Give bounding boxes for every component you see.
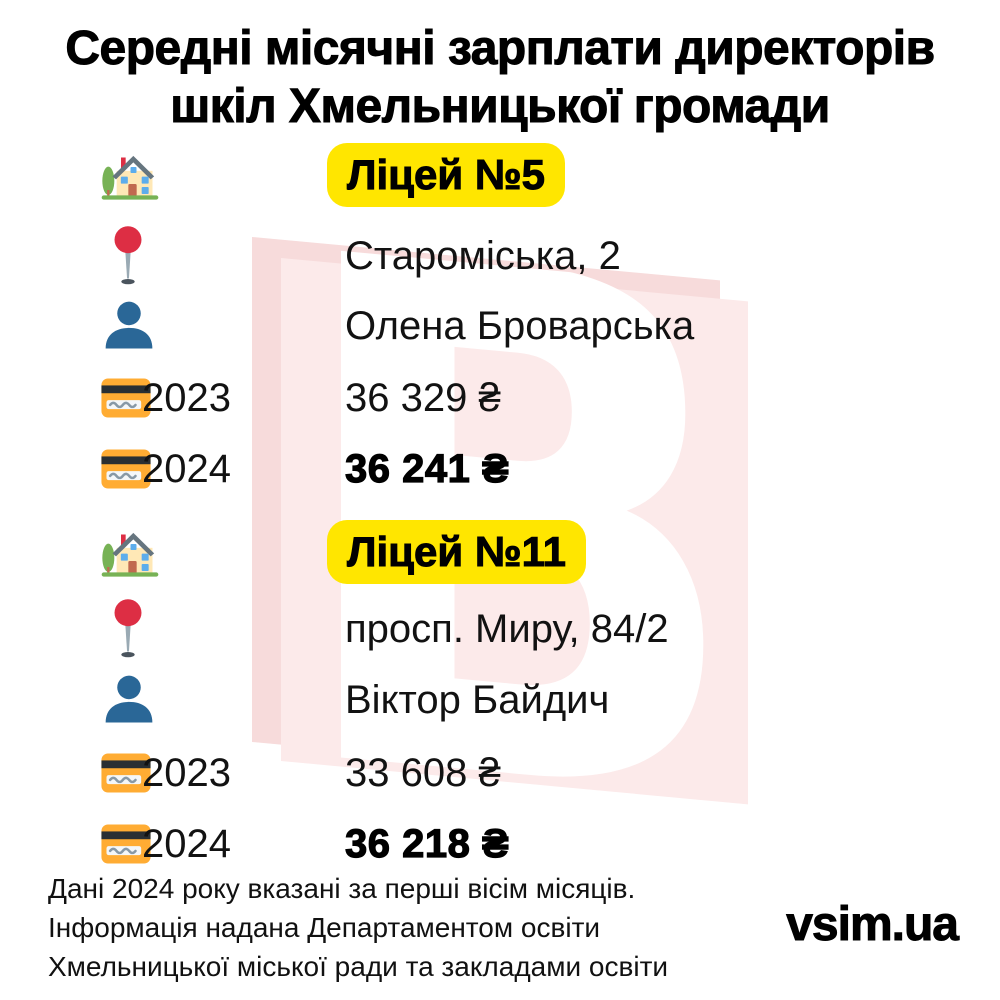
round-pushpin-icon xyxy=(100,597,160,661)
school2-address-row: просп. Миру, 84/2 xyxy=(100,597,669,661)
bust-icon xyxy=(100,294,160,358)
school2-salary-2024-year: 2024 xyxy=(142,821,231,866)
school1-name-badge: Ліцей №5 xyxy=(327,143,565,207)
footer-note-line2: Інформація надана Департаментом освіти xyxy=(48,912,601,943)
credit-card-icon xyxy=(100,812,160,876)
school2-salary-2023-amount: 33 608 ₴ xyxy=(345,750,501,795)
school2-director: Віктор Байдич xyxy=(345,677,610,722)
credit-card-icon xyxy=(100,437,160,501)
house-with-garden-icon xyxy=(100,520,160,584)
footer-note-line1: Дані 2024 року вказані за перші вісім мі… xyxy=(48,873,636,904)
school1-salary-2023-row: 2023 36 329 ₴ xyxy=(100,366,501,430)
page-title-line2: шкіл Хмельницької громади xyxy=(170,80,831,134)
school2-salary-2024-amount: 36 218 ₴ xyxy=(344,821,510,866)
bust-icon xyxy=(100,668,160,732)
school1-director-row: Олена Броварська xyxy=(100,294,694,358)
round-pushpin-icon xyxy=(100,224,160,288)
school1-salary-2024-row: 2024 36 241 ₴ xyxy=(100,437,509,501)
school2-salary-2023-row: 2023 33 608 ₴ xyxy=(100,741,501,805)
school1-salary-2023-year: 2023 xyxy=(142,375,231,420)
school2-salary-2023-year: 2023 xyxy=(142,750,231,795)
school2-salary-2024-row: 2024 36 218 ₴ xyxy=(100,812,509,876)
school2-address: просп. Миру, 84/2 xyxy=(345,606,669,651)
school1-salary-2024-amount: 36 241 ₴ xyxy=(344,446,510,491)
page-title-line1: Середні місячні зарплати директорів xyxy=(65,22,936,76)
footer-note: Дані 2024 року вказані за перші вісім мі… xyxy=(48,869,668,986)
school1-salary-2024-year: 2024 xyxy=(142,446,231,491)
page-title: Середні місячні зарплати директорів шкіл… xyxy=(0,20,1000,136)
school1-director: Олена Броварська xyxy=(345,303,695,348)
vsim-logo: vsim.ua xyxy=(786,898,960,952)
school2-name-badge: Ліцей №11 xyxy=(327,520,587,584)
school1-salary-2023-amount: 36 329 ₴ xyxy=(345,375,501,420)
credit-card-icon xyxy=(100,366,160,430)
credit-card-icon xyxy=(100,741,160,805)
school1-name-row: Ліцей №5 xyxy=(100,143,565,207)
footer-note-line3: Хмельницької міської ради та закладами о… xyxy=(48,951,669,982)
school1-address-row: Староміська, 2 xyxy=(100,224,621,288)
house-with-garden-icon xyxy=(100,143,160,207)
school2-name-row: Ліцей №11 xyxy=(100,520,587,584)
school2-director-row: Віктор Байдич xyxy=(100,668,609,732)
school1-address: Староміська, 2 xyxy=(345,233,621,278)
